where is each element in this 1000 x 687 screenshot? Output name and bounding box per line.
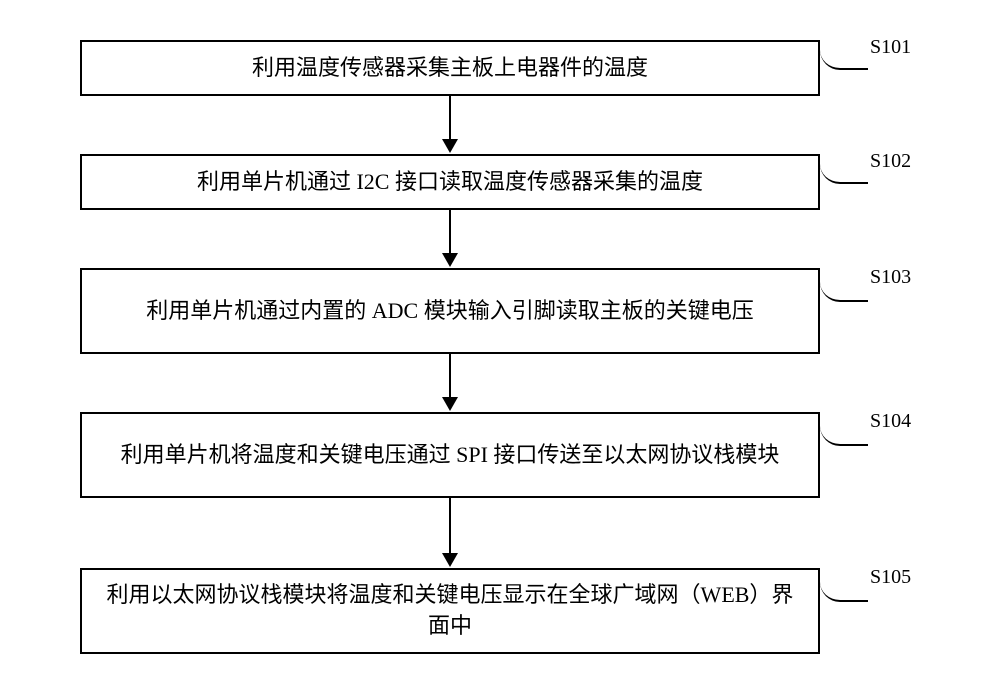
flow-arrow [442, 96, 458, 153]
flow-step-text: 利用单片机将温度和关键电压通过 SPI 接口传送至以太网协议栈模块 [121, 440, 780, 471]
flow-step-text: 利用温度传感器采集主板上电器件的温度 [252, 53, 648, 84]
connector-line [820, 566, 868, 602]
flow-step-text: 利用单片机通过 I2C 接口读取温度传感器采集的温度 [197, 167, 703, 198]
flow-step-s105: 利用以太网协议栈模块将温度和关键电压显示在全球广域网（WEB）界面中 [80, 568, 820, 654]
flow-step-s104: 利用单片机将温度和关键电压通过 SPI 接口传送至以太网协议栈模块 [80, 412, 820, 498]
flow-step-s103: 利用单片机通过内置的 ADC 模块输入引脚读取主板的关键电压 [80, 268, 820, 354]
connector-line [820, 38, 868, 70]
step-label-s103: S103 [870, 266, 911, 289]
flow-arrow [442, 498, 458, 567]
step-label-s104: S104 [870, 410, 911, 433]
flow-step-s101: 利用温度传感器采集主板上电器件的温度 [80, 40, 820, 96]
connector-line [820, 410, 868, 446]
flowchart-container: 利用温度传感器采集主板上电器件的温度 S101 利用单片机通过 I2C 接口读取… [0, 20, 1000, 687]
flow-arrow [442, 354, 458, 411]
step-label-s102: S102 [870, 150, 911, 173]
flow-step-s102: 利用单片机通过 I2C 接口读取温度传感器采集的温度 [80, 154, 820, 210]
step-label-s105: S105 [870, 566, 911, 589]
connector-line [820, 152, 868, 184]
step-label-s101: S101 [870, 36, 911, 59]
flow-arrow [442, 210, 458, 267]
connector-line [820, 266, 868, 302]
flow-step-text: 利用以太网协议栈模块将温度和关键电压显示在全球广域网（WEB）界面中 [98, 580, 802, 642]
flow-step-text: 利用单片机通过内置的 ADC 模块输入引脚读取主板的关键电压 [146, 296, 753, 327]
